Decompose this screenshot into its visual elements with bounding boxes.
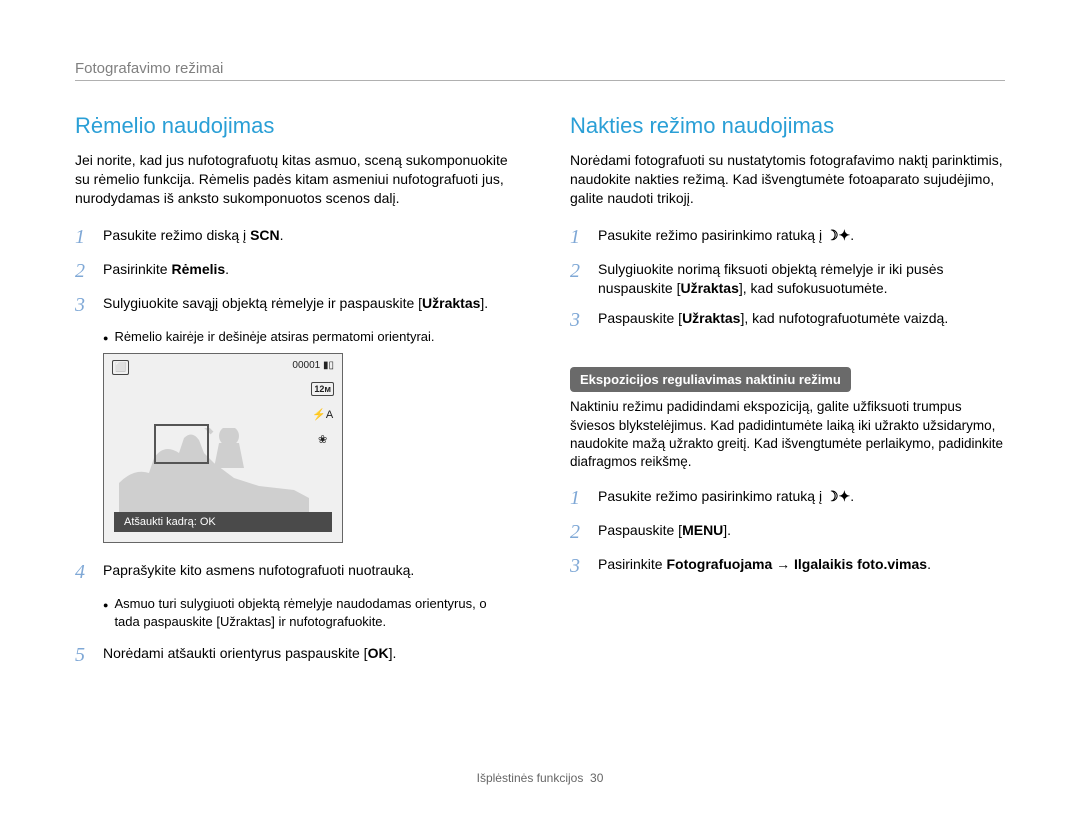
step-number: 3 <box>75 294 103 316</box>
content-columns: Rėmelio naudojimas Jei norite, kad jus n… <box>75 113 1005 678</box>
right-section-title: Nakties režimo naudojimas <box>570 113 1005 139</box>
silhouette-graphic <box>114 428 314 518</box>
right-step-3: 3 Paspauskite [Užraktas], kad nufotograf… <box>570 309 1005 331</box>
macro-icon: ❀ <box>318 433 327 446</box>
left-step-5: 5 Norėdami atšaukti orientyrus paspauski… <box>75 644 510 666</box>
right-step-1: 1 Pasukite režimo pasirinkimo ratuką į ☽… <box>570 226 1005 248</box>
page-header: Fotografavimo režimai <box>75 60 1005 81</box>
left-step-3-sub: Rėmelio kairėje ir dešinėje atsiras perm… <box>103 328 510 346</box>
step-number: 3 <box>570 309 598 331</box>
right-step-c: 3 Pasirinkite Fotografuojama → Ilgalaiki… <box>570 555 1005 577</box>
step-number: 3 <box>570 555 598 577</box>
step-text: Pasukite režimo pasirinkimo ratuką į ☽✦. <box>598 487 1005 506</box>
scr-counter: 00001 ▮▯ <box>292 360 334 375</box>
step-text: Pasirinkite Fotografuojama → Ilgalaikis … <box>598 555 1005 574</box>
right-step-b: 2 Paspauskite [MENU]. <box>570 521 1005 543</box>
footer-page: 30 <box>590 771 603 785</box>
step-text: Paprašykite kito asmens nufotografuoti n… <box>103 561 510 580</box>
step-text: Norėdami atšaukti orientyrus paspauskite… <box>103 644 510 663</box>
flash-icon: ⚡A <box>312 408 333 421</box>
night-mode-icon: ☽✦ <box>826 487 850 506</box>
step-number: 1 <box>75 226 103 248</box>
step-text: Pasukite režimo pasirinkimo ratuką į ☽✦. <box>598 226 1005 245</box>
step-number: 5 <box>75 644 103 666</box>
step-text: Sulygiuokite norimą fiksuoti objektą rėm… <box>598 260 1005 298</box>
step-number: 2 <box>570 521 598 543</box>
step-number: 2 <box>75 260 103 282</box>
step-text: Sulygiuokite savąjį objektą rėmelyje ir … <box>103 294 510 313</box>
left-column: Rėmelio naudojimas Jei norite, kad jus n… <box>75 113 510 678</box>
left-step-1: 1 Pasukite režimo diską į SCN. <box>75 226 510 248</box>
frame-mode-icon: ⬜ <box>112 360 129 375</box>
callout-title: Ekspozicijos reguliavimas naktiniu režim… <box>570 367 851 392</box>
left-section-title: Rėmelio naudojimas <box>75 113 510 139</box>
step-text: Pasukite režimo diską į SCN. <box>103 226 510 245</box>
scr-topbar: ⬜ 00001 ▮▯ <box>112 360 334 375</box>
step-text: Paspauskite [Užraktas], kad nufotografuo… <box>598 309 1005 328</box>
step-text: Paspauskite [MENU]. <box>598 521 1005 540</box>
right-column: Nakties režimo naudojimas Norėdami fotog… <box>570 113 1005 678</box>
night-mode-icon: ☽✦ <box>826 226 850 245</box>
left-step-2: 2 Pasirinkite Rėmelis. <box>75 260 510 282</box>
left-step-4: 4 Paprašykite kito asmens nufotografuoti… <box>75 561 510 583</box>
camera-screenshot: ⬜ 00001 ▮▯ 12м ⚡A ❀ Atšaukti kadrą: OK <box>103 353 343 543</box>
breadcrumb: Fotografavimo režimai <box>75 60 1005 77</box>
left-step-4-sub: Asmuo turi sulygiuoti objektą rėmelyje n… <box>103 595 510 630</box>
step-number: 4 <box>75 561 103 583</box>
scn-mode-icon: SCN <box>250 226 280 245</box>
left-step-3: 3 Sulygiuokite savąjį objektą rėmelyje i… <box>75 294 510 316</box>
right-step-a: 1 Pasukite režimo pasirinkimo ratuką į ☽… <box>570 487 1005 509</box>
right-intro: Norėdami fotografuoti su nustatytomis fo… <box>570 151 1005 208</box>
scr-footer: Atšaukti kadrą: OK <box>114 512 332 532</box>
step-text: Pasirinkite Rėmelis. <box>103 260 510 279</box>
callout-text: Naktiniu režimu padidindami ekspoziciją,… <box>570 398 1005 471</box>
megapixel-icon: 12м <box>311 382 334 396</box>
step-number: 2 <box>570 260 598 282</box>
step-number: 1 <box>570 487 598 509</box>
step-number: 1 <box>570 226 598 248</box>
page-footer: Išplėstinės funkcijos 30 <box>0 771 1080 785</box>
left-intro: Jei norite, kad jus nufotografuotų kitas… <box>75 151 510 208</box>
scr-right-icons: 12м ⚡A ❀ <box>311 382 334 446</box>
right-step-2: 2 Sulygiuokite norimą fiksuoti objektą r… <box>570 260 1005 298</box>
footer-section: Išplėstinės funkcijos <box>477 771 584 785</box>
focus-frame <box>154 424 209 464</box>
